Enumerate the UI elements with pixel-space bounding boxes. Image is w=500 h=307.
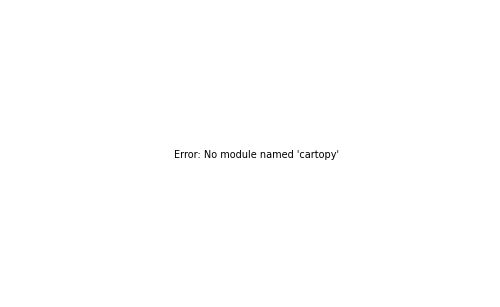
Text: Error: No module named 'cartopy': Error: No module named 'cartopy' [174,150,339,160]
